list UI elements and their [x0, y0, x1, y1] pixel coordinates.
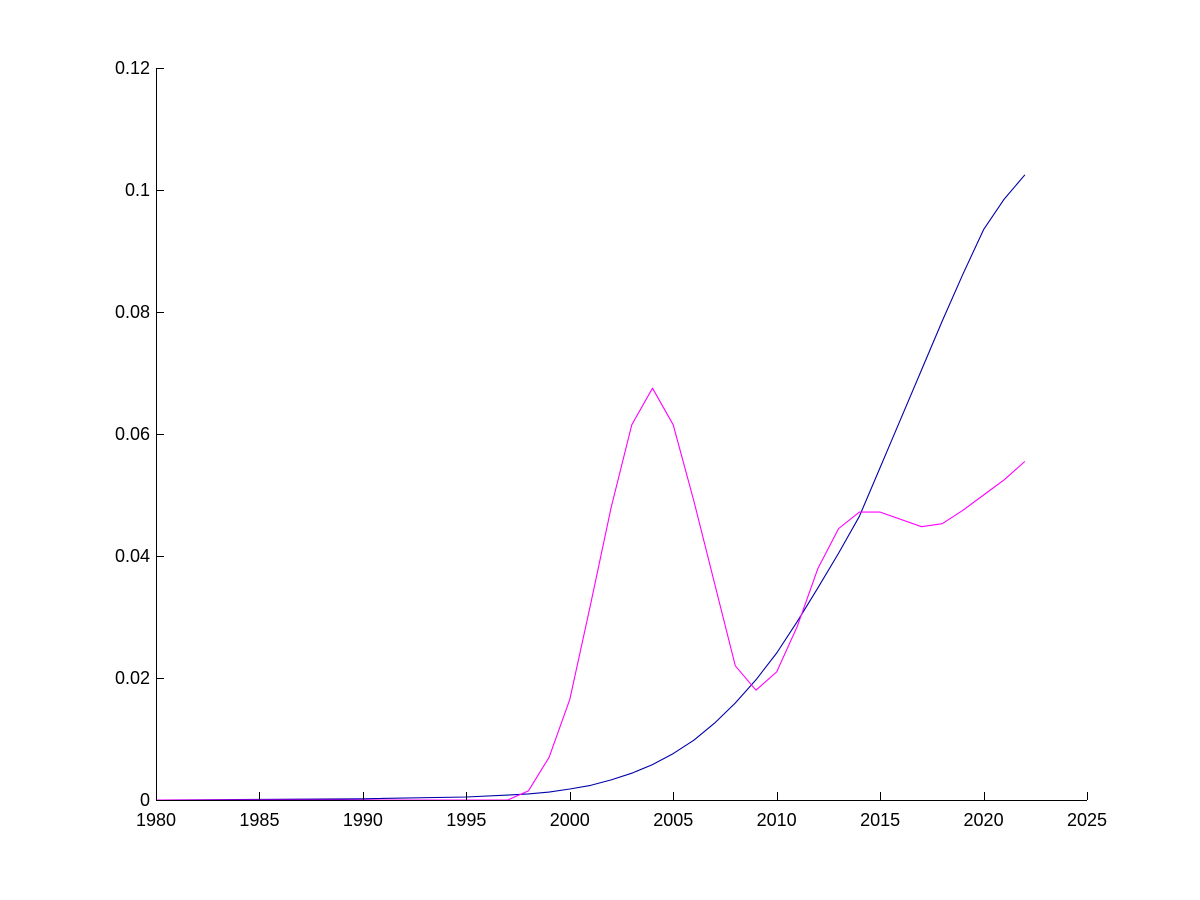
x-tick-label: 1990 [343, 810, 383, 830]
y-tick-label: 0.04 [115, 546, 150, 566]
y-tick-label: 0.08 [115, 302, 150, 322]
y-axis-ticks: 0 0.02 0.04 0.06 0.08 0.1 0.12 [115, 58, 164, 810]
x-tick-label: 1995 [446, 810, 486, 830]
series-line-2 [156, 387, 1026, 801]
y-tick-label: 0.06 [115, 424, 150, 444]
x-tick-label: 1985 [239, 810, 279, 830]
y-tick-label: 0.12 [115, 58, 150, 78]
x-tick-label: 1980 [136, 810, 176, 830]
x-tick-label: 2010 [757, 810, 797, 830]
x-axis-ticks: 1980 1985 1990 1995 2000 2005 2010 2015 2020 2025 [136, 792, 1107, 830]
x-tick-label: 2005 [653, 810, 693, 830]
x-tick-label: 2015 [860, 810, 900, 830]
series-line-1 [155, 174, 1026, 801]
y-tick-label: 0.02 [115, 668, 150, 688]
y-tick-label: 0.1 [125, 180, 150, 200]
x-tick-label: 2025 [1067, 810, 1107, 830]
x-tick-label: 2020 [964, 810, 1004, 830]
series-layer [155, 174, 1026, 801]
x-tick-label: 2000 [550, 810, 590, 830]
y-tick-label: 0 [140, 790, 150, 810]
